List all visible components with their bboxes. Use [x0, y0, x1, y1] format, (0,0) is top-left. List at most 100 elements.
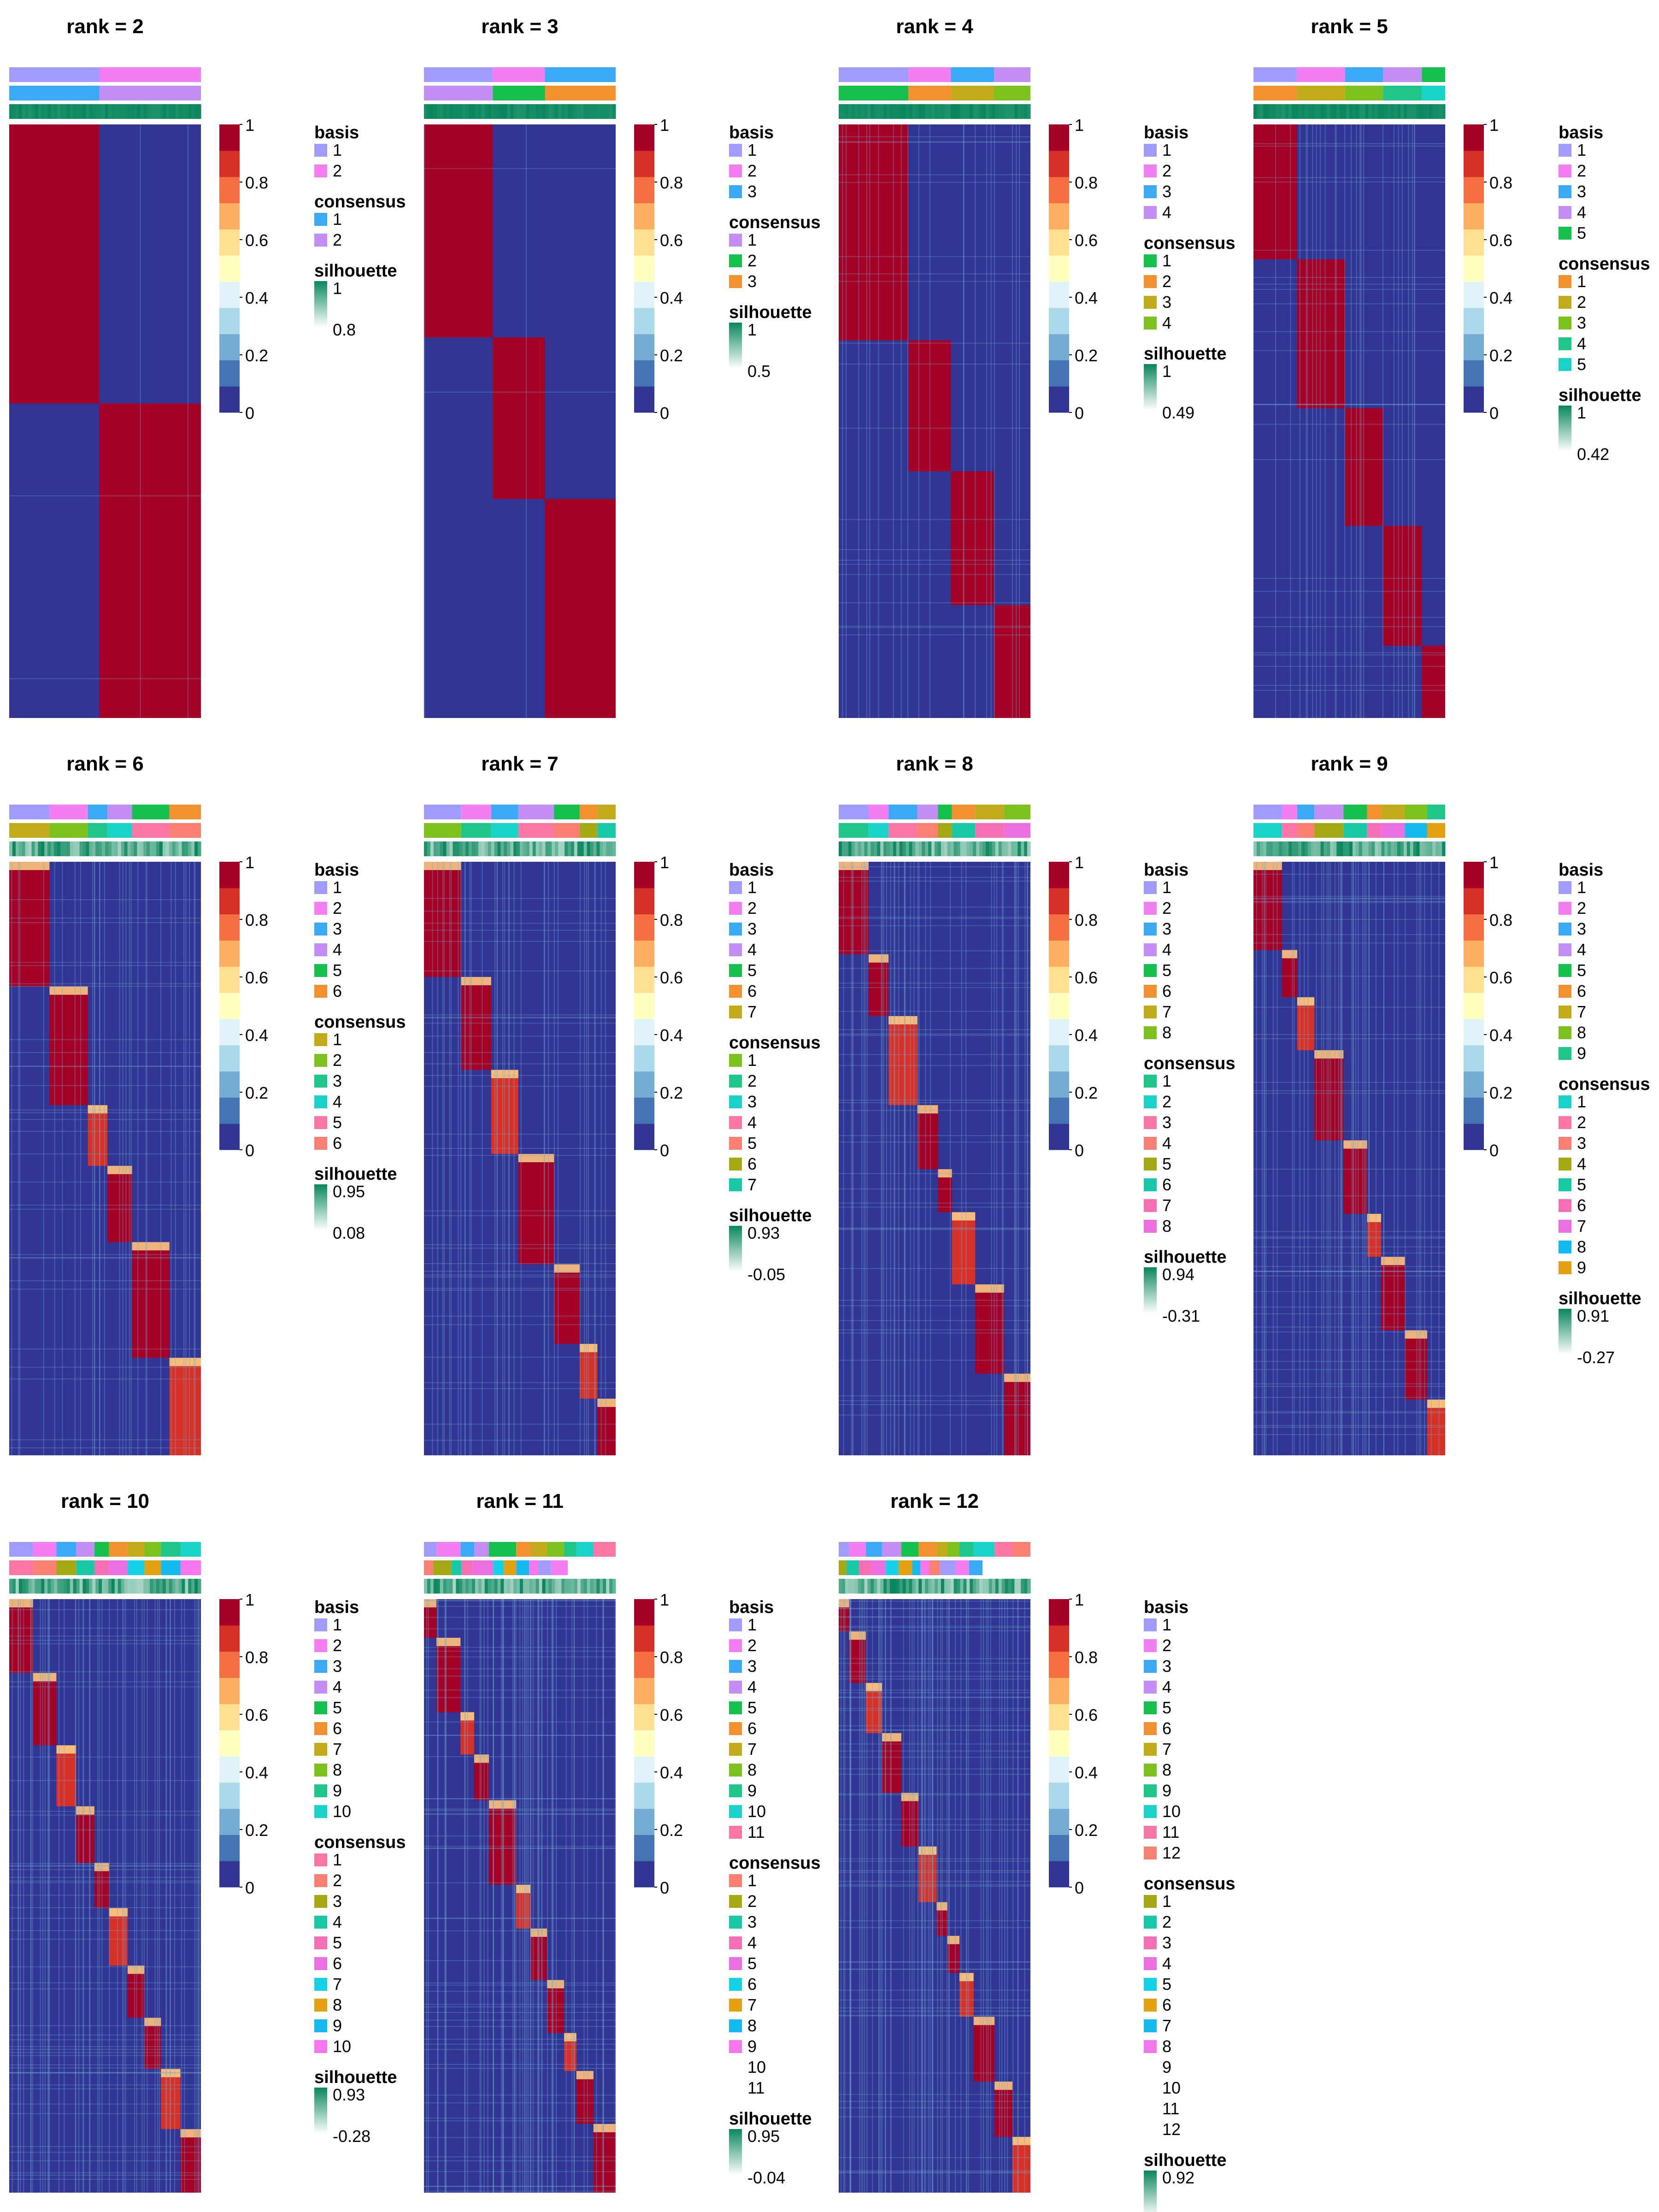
silhouette-annotation-cell — [580, 1579, 584, 1594]
heatmap-streak — [932, 1599, 934, 2193]
colorbar-segment — [1464, 940, 1484, 967]
colorbar-segment — [1049, 203, 1069, 229]
legend-swatch — [1559, 1199, 1571, 1212]
silhouette-annotation-cell — [478, 104, 482, 119]
heatmap-streak — [930, 862, 931, 1455]
heatmap-streak — [839, 182, 1030, 183]
legend-item-label: 4 — [1577, 203, 1586, 222]
colorbar-segment — [1464, 862, 1484, 888]
silhouette-annotation-cell — [937, 841, 941, 856]
heatmap-streak — [424, 2160, 616, 2161]
silhouette-annotation-cell — [140, 1579, 144, 1594]
consensus-annotation-cell — [88, 823, 108, 838]
colorbar-segment — [1464, 914, 1484, 941]
heatmap-streak — [1321, 862, 1322, 1455]
consensus-annotation-cell — [969, 1560, 982, 1575]
heatmap-streak — [75, 1599, 76, 2193]
silhouette-annotation-cell — [481, 841, 485, 856]
legend-item-label: 2 — [333, 161, 342, 180]
silhouette-annotation-cell — [488, 104, 492, 119]
heatmap-streak — [424, 1600, 616, 1601]
silhouette-colorbar — [729, 1226, 742, 1272]
consensus-block — [839, 862, 869, 954]
heatmap-streak — [1253, 897, 1445, 899]
legend-title: basis — [729, 123, 774, 142]
silhouette-annotation-cell — [475, 1579, 479, 1594]
heatmap-streak — [1412, 124, 1413, 718]
silhouette-annotation-cell — [15, 104, 19, 119]
legend-item-label: 1 — [333, 141, 342, 159]
heatmap-streak — [424, 1991, 616, 1992]
heatmap-streak — [526, 1599, 528, 2193]
heatmap-streak — [437, 1599, 438, 2193]
heatmap-streak — [839, 141, 1030, 143]
legend-item-label: 7 — [1162, 1002, 1171, 1021]
silhouette-annotation-cell — [440, 841, 444, 856]
consensus-block-edge — [180, 2129, 201, 2138]
silhouette-annotation-cell — [839, 1579, 842, 1594]
silhouette-annotation-cell — [12, 104, 16, 119]
silhouette-annotation-cell — [988, 841, 993, 856]
silhouette-annotation-cell — [883, 1579, 887, 1594]
silhouette-annotation-cell — [841, 1579, 846, 1594]
colorbar-segment — [219, 229, 240, 256]
heatmap-streak — [9, 2103, 201, 2105]
silhouette-annotation-cell — [22, 841, 26, 856]
colorbar-segment — [219, 203, 240, 229]
heatmap-streak — [501, 1599, 502, 2193]
heatmap-streak — [1275, 124, 1277, 718]
legend-swatch — [729, 275, 742, 288]
basis-annotation-cell — [839, 1542, 849, 1557]
legend-swatch — [1559, 1158, 1571, 1171]
silhouette-annotation-cell — [92, 1579, 96, 1594]
heatmap-streak — [600, 862, 602, 1455]
silhouette-annotation-cell — [491, 841, 495, 856]
consensus-annotation-cell — [56, 1560, 76, 1575]
heatmap-streak — [839, 342, 1030, 344]
silhouette-annotation-cell — [915, 841, 919, 856]
legend-item-label: 8 — [333, 1760, 342, 1779]
silhouette-annotation-cell — [998, 841, 1002, 856]
silhouette-annotation-cell — [169, 1579, 173, 1594]
silhouette-annotation-cell — [510, 104, 514, 119]
heatmap-streak — [1253, 976, 1445, 977]
silhouette-annotation-cell — [1292, 104, 1295, 119]
heatmap-streak — [1001, 862, 1003, 1455]
heatmap-streak — [960, 1599, 962, 2193]
consensus-annotation-cell — [940, 1560, 956, 1575]
silhouette-annotation-cell — [1320, 104, 1324, 119]
colorbar-segment — [1049, 1861, 1069, 1888]
heatmap-streak — [839, 1692, 1030, 1694]
heatmap-streak — [1014, 862, 1015, 1455]
consensus-annotation-cell — [1297, 86, 1345, 100]
colorbar-tick-label: 0.4 — [1075, 288, 1098, 307]
heatmap-streak — [839, 1989, 1030, 1991]
silhouette-annotation-cell — [909, 104, 912, 119]
silhouette-annotation-cell — [175, 104, 179, 119]
colorbar-segment — [634, 1782, 654, 1809]
heatmap-streak — [839, 1102, 1030, 1103]
heatmap-streak — [1016, 862, 1017, 1455]
consensus-block — [973, 2017, 995, 2082]
silhouette-colorbar — [1144, 364, 1157, 410]
silhouette-annotation-cell — [565, 104, 568, 119]
silhouette-annotation-cell — [449, 1579, 453, 1594]
legend-item-label: 1 — [747, 141, 757, 159]
heatmap-streak — [1330, 862, 1331, 1455]
legend-item-label: 4 — [333, 1677, 342, 1696]
consensus-block-edge — [169, 1358, 201, 1366]
colorbar-tick-label: 0.6 — [660, 968, 683, 987]
legend-swatch — [729, 1660, 742, 1673]
silhouette-annotation-cell — [1410, 841, 1414, 856]
heatmap-streak — [1253, 1034, 1445, 1035]
legend-swatch — [729, 881, 742, 894]
silhouette-annotation-cell — [478, 1579, 482, 1594]
silhouette-annotation-cell — [864, 1579, 868, 1594]
colorbar-segment — [1049, 1677, 1069, 1704]
consensus-block — [882, 1733, 901, 1793]
silhouette-annotation-cell — [1272, 104, 1277, 119]
silhouette-annotation-cell — [606, 104, 610, 119]
heatmap-streak — [1253, 303, 1445, 305]
legend-swatch — [1144, 1660, 1157, 1673]
colorbar-tick-label: 0.6 — [1075, 1706, 1098, 1724]
